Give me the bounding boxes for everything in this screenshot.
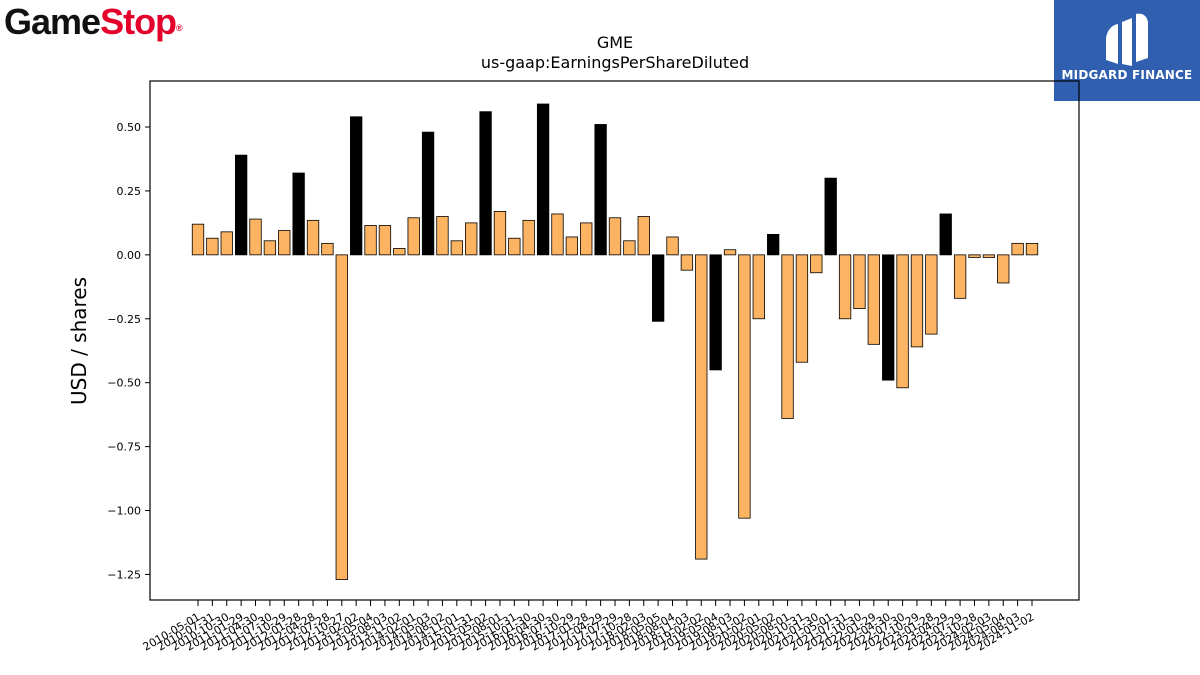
- chart-title: GME: [597, 33, 633, 52]
- bar-2016-04-30: [536, 103, 550, 256]
- bar-2023-07-29: [953, 254, 967, 299]
- bar-2013-08-03: [378, 225, 392, 256]
- x-axis: 2010-05-012010-07-312010-10-302011-01-29…: [141, 600, 1037, 654]
- bar-2019-02-02: [695, 254, 708, 560]
- y-tick-label: 0.25: [117, 185, 142, 198]
- y-tick-label: −1.00: [107, 505, 141, 518]
- bar-2015-01-31: [465, 222, 478, 256]
- bar-2020-08-01: [781, 254, 794, 419]
- bar-2023-01-28: [925, 254, 938, 335]
- bar-2017-10-28: [623, 240, 636, 256]
- bar-2014-11-01: [450, 240, 463, 256]
- bar-2018-05-05: [651, 254, 665, 322]
- bar-2024-05-04: [997, 254, 1010, 284]
- bar-2012-01-28: [292, 172, 305, 256]
- y-axis: 0.50 0.25 0.00 −0.25 −0.50 −0.75 −1.00 −1.25: [107, 121, 150, 581]
- bar-2011-01-29: [234, 154, 248, 256]
- bar-2010-10-30: [220, 231, 233, 256]
- bar-2011-07-30: [263, 240, 277, 256]
- logo-stop-text: Stop: [100, 1, 177, 42]
- bar-2022-01-29: [867, 254, 880, 345]
- bar-2018-02-03: [637, 216, 650, 256]
- bar-2020-05-02: [767, 233, 780, 256]
- bar-2015-05-02: [479, 111, 492, 256]
- bar-2021-05-01: [824, 177, 837, 256]
- bar-2022-04-30: [882, 254, 895, 381]
- midgard-emblem-icon: [1106, 13, 1148, 66]
- midgard-finance-logo: MIDGARD FINANCE: [1054, 0, 1200, 101]
- bar-2012-04-28: [306, 219, 320, 256]
- gamestop-logo: GameStop®: [4, 1, 183, 42]
- registered-mark: ®: [176, 23, 183, 33]
- bar-2012-07-28: [321, 242, 334, 256]
- chart-subtitle: us-gaap:EarningsPerShareDiluted: [481, 53, 749, 72]
- bar-2013-05-04: [364, 225, 377, 256]
- bars-group: [191, 103, 1039, 580]
- bar-2011-10-29: [278, 230, 291, 256]
- y-tick-label: −1.25: [107, 568, 141, 581]
- bar-2014-02-01: [407, 217, 420, 256]
- bar-2015-08-01: [493, 210, 507, 256]
- bar-2021-10-30: [853, 254, 866, 309]
- bar-2010-07-31: [206, 237, 219, 256]
- bar-2019-05-04: [709, 254, 722, 371]
- y-tick-label: 0.00: [117, 249, 142, 262]
- y-tick-label: −0.50: [107, 377, 141, 390]
- logo-game-text: Game: [4, 1, 101, 42]
- y-axis-label: USD / shares: [67, 277, 91, 405]
- bar-2018-08-04: [666, 236, 679, 256]
- bar-2017-07-29: [608, 217, 622, 256]
- bar-2022-07-30: [896, 254, 909, 389]
- bar-2021-01-30: [810, 254, 823, 274]
- bar-2016-10-29: [565, 236, 579, 256]
- bar-2023-04-29: [939, 213, 952, 256]
- y-tick-label: −0.25: [107, 313, 141, 326]
- bar-2020-10-31: [795, 254, 809, 363]
- bar-2019-11-02: [738, 254, 751, 519]
- bar-2021-07-31: [838, 254, 852, 320]
- bar-2024-11-02: [1025, 242, 1039, 256]
- bar-2019-08-03: [723, 249, 737, 256]
- bar-2010-05-01: [191, 223, 205, 256]
- bar-2024-08-03: [1011, 242, 1024, 256]
- bar-2015-10-31: [508, 237, 521, 256]
- bar-2023-10-28: [968, 254, 981, 258]
- midgard-finance-text: MIDGARD FINANCE: [1061, 68, 1193, 82]
- bar-2020-02-01: [752, 254, 765, 320]
- bar-2013-11-02: [393, 248, 406, 256]
- plot-frame: [149, 80, 1080, 601]
- bar-2011-04-30: [249, 218, 262, 256]
- bar-2013-02-02: [350, 116, 363, 256]
- bar-2017-04-29: [594, 124, 607, 256]
- bar-2024-02-03: [982, 254, 996, 258]
- bar-2014-08-02: [436, 216, 449, 256]
- bar-2022-10-29: [910, 254, 924, 348]
- bar-2016-01-30: [522, 219, 535, 256]
- y-tick-label: −0.75: [107, 441, 141, 454]
- bar-2016-07-30: [551, 213, 564, 256]
- bar-2017-01-28: [580, 222, 593, 256]
- bar-2014-05-03: [421, 131, 435, 256]
- bar-2012-10-27: [335, 254, 348, 580]
- y-tick-label: 0.50: [117, 121, 142, 134]
- bar-2018-11-03: [680, 254, 694, 271]
